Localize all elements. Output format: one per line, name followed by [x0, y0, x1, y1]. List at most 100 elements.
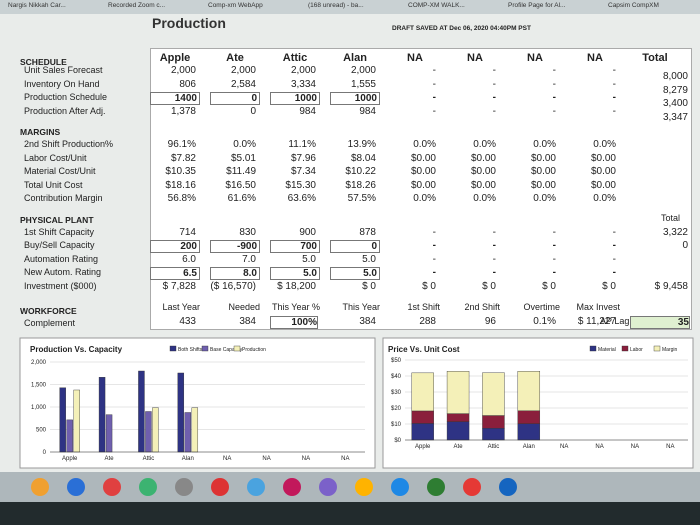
workforce-value: $ 11,227 [577, 316, 616, 327]
cell-value: $5.01 [230, 152, 256, 164]
cell-value: 830 [239, 226, 256, 238]
row-label: New Autom. Rating [24, 267, 102, 277]
cell-value: - [432, 253, 436, 265]
bar [66, 419, 73, 453]
y-tick-label: $50 [391, 358, 402, 364]
cell-value: 5.0 [362, 253, 376, 265]
workforce-value: 384 [359, 316, 376, 327]
cell-value: - [492, 240, 496, 251]
cell-value: 5.0 [270, 267, 320, 280]
cell-value: $0.00 [410, 152, 436, 164]
cell-value: - [612, 65, 616, 76]
taskbar-icon [319, 478, 337, 496]
y-tick-label: $10 [391, 422, 402, 428]
cell-value: - [552, 253, 556, 265]
x-tick-label: NA [302, 456, 310, 462]
cell-value: $15.30 [285, 179, 316, 191]
cell-value: - [492, 78, 496, 90]
total-value: 3,400 [662, 98, 688, 109]
bar-segment [482, 372, 505, 416]
cell-value: $0.00 [590, 179, 616, 191]
legend-swatch [621, 345, 629, 352]
y-tick-label: 1,000 [31, 405, 47, 411]
ap-lag-value: 35 [630, 316, 690, 329]
column-header: NA [467, 52, 483, 64]
cell-value: 1000 [270, 92, 320, 105]
cell-value: $0.00 [530, 166, 556, 177]
bar-segment [446, 413, 470, 422]
cell-value: - [612, 253, 616, 265]
bar-segment [482, 428, 505, 441]
column-header: Total [642, 52, 668, 64]
cell-value: 1400 [150, 92, 200, 105]
cell-value: $0.00 [590, 152, 616, 164]
workforce-header: Overtime [523, 302, 560, 312]
legend-label: Base Capacity [210, 347, 243, 353]
row-label: Automation Rating [24, 253, 99, 264]
chart-title: Production Vs. Capacity [30, 345, 123, 354]
bar-segment [446, 421, 470, 441]
taskbar-icon [247, 478, 265, 496]
workforce-value: 433 [179, 316, 196, 327]
cell-value: 806 [179, 78, 196, 90]
x-tick-label: Apple [415, 444, 431, 450]
bar-segment [517, 423, 541, 441]
cell-value: - [432, 105, 436, 117]
cell-value: 63.6% [287, 193, 316, 204]
taskbar-icon [211, 478, 229, 496]
cell-value: - [552, 226, 556, 238]
workforce-header: Max Invest [576, 302, 620, 312]
bar-segment [446, 371, 470, 414]
cell-value: $0.00 [470, 152, 496, 164]
browser-tab: Profile Page for Al... [508, 2, 566, 9]
bar-segment [411, 372, 434, 412]
browser-tab: Comp-xm WebApp [208, 2, 263, 9]
column-header: NA [527, 52, 543, 64]
cell-value: 61.6% [227, 193, 256, 204]
bar-segment [517, 410, 541, 424]
cell-value: 56.8% [167, 193, 196, 204]
cell-value: - [492, 105, 496, 117]
workforce-header: Needed [228, 302, 260, 312]
cell-value: 57.5% [347, 193, 376, 204]
legend-swatch [589, 345, 597, 352]
column-header: Ate [226, 52, 244, 64]
section-label: MARGINS [20, 127, 61, 137]
cell-value: - [492, 267, 496, 278]
total-value: $ 9,458 [654, 280, 688, 292]
legend-label: Material [598, 347, 616, 353]
workforce-value: 0.1% [533, 316, 556, 327]
ap-lag-label: AP Lag [600, 316, 630, 326]
cell-value: $7.96 [290, 152, 316, 164]
cell-value: - [612, 226, 616, 238]
total-value: 8,279 [662, 84, 688, 96]
row-label: Production Schedule [24, 92, 108, 102]
cell-value: 0.0% [533, 193, 556, 204]
cell-value: 5.0 [330, 267, 380, 280]
cell-value: - [612, 267, 616, 278]
y-tick-label: 2,000 [31, 360, 47, 366]
cell-value: 6.5 [150, 267, 200, 280]
taskbar-icon [31, 478, 49, 496]
taskbar-icon [355, 478, 373, 496]
cell-value: 2,000 [230, 65, 256, 76]
cell-value: 2,000 [290, 65, 316, 76]
x-tick-label: NA [666, 444, 674, 450]
bar [191, 407, 199, 453]
legend-label: Production [242, 347, 266, 353]
cell-value: 13.9% [347, 139, 376, 150]
cell-value: - [552, 105, 556, 117]
cell-value: 0.0% [473, 139, 496, 150]
column-header: NA [407, 52, 423, 64]
cell-value: - [432, 78, 436, 90]
cell-value: $ 18,200 [277, 280, 316, 292]
row-label: Buy/Sell Capacity [24, 240, 95, 250]
cell-value: ($ 16,570) [210, 280, 256, 292]
cell-value: 200 [150, 240, 200, 253]
bar [152, 407, 159, 453]
x-tick-label: Attic [143, 456, 155, 462]
cell-value: $0.00 [530, 152, 556, 164]
cell-value: $ 0 [422, 280, 436, 292]
legend-swatch [201, 345, 209, 352]
